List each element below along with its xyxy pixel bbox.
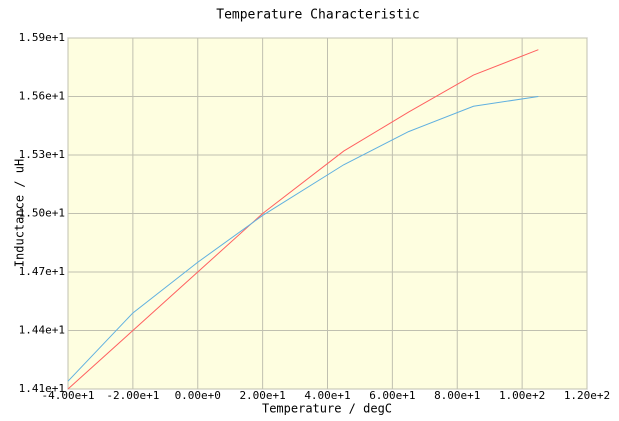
y-tick-label: 1.41e+1: [19, 382, 65, 395]
x-tick-label: 1.00e+2: [499, 389, 545, 402]
x-tick-label: 2.00e+1: [239, 389, 285, 402]
x-tick-label: -4.00e+1: [42, 389, 95, 402]
x-tick-label: -2.00e+1: [106, 389, 159, 402]
y-tick-label: 1.59e+1: [19, 31, 65, 44]
y-tick-label: 1.50e+1: [19, 207, 65, 220]
y-axis-label: Inductance / uH: [13, 159, 27, 267]
series-line: [67, 96, 539, 382]
x-tick-label: 0.00e+0: [175, 389, 221, 402]
y-tick-label: 1.53e+1: [19, 148, 65, 161]
chart-title: Temperature Characteristic: [216, 8, 420, 23]
y-tick-label: 1.56e+1: [19, 90, 65, 103]
series-line: [67, 49, 539, 390]
y-tick-label: 1.47e+1: [19, 265, 65, 278]
x-tick-label: 1.20e+2: [564, 389, 610, 402]
x-tick-label: 4.00e+1: [304, 389, 350, 402]
x-tick-label: 6.00e+1: [369, 389, 415, 402]
x-tick-label: 8.00e+1: [434, 389, 480, 402]
x-axis-label: Temperature / degC: [262, 402, 392, 416]
y-tick-label: 1.44e+1: [19, 324, 65, 337]
